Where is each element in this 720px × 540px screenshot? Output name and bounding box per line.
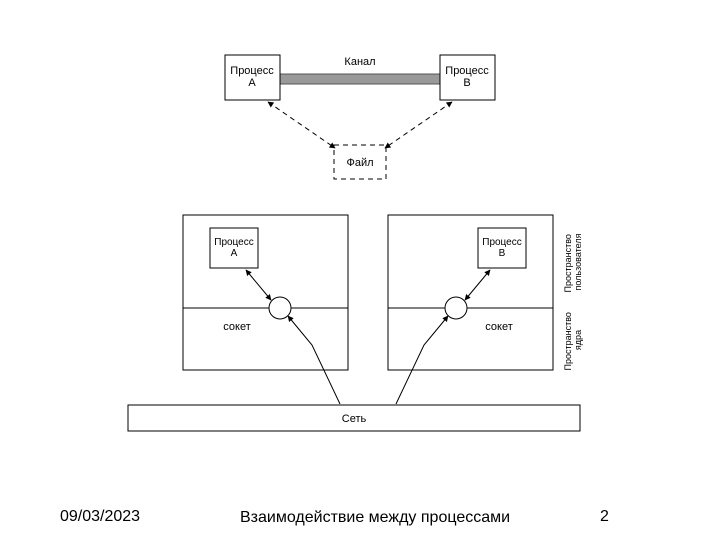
network-label: Сеть bbox=[342, 413, 367, 425]
host-a-box bbox=[183, 215, 348, 370]
socket-b bbox=[445, 297, 467, 319]
diagram-stage: Канал ПроцессA ПроцессB Файл ПроцессA Пр… bbox=[0, 0, 720, 540]
socket-b-label: сокет bbox=[485, 321, 512, 333]
socket-a bbox=[269, 297, 291, 319]
upper-diagram: Канал ПроцессA ПроцессB Файл bbox=[225, 55, 495, 179]
footer-title: Взаимодействие между процессами bbox=[240, 508, 580, 528]
lower-diagram: ПроцессA ПроцессB сокет сокет Сеть Прост… bbox=[128, 215, 583, 431]
diagram-svg: Канал ПроцессA ПроцессB Файл ПроцессA Пр… bbox=[0, 0, 720, 540]
kernelspace-label: Пространство ядра bbox=[563, 310, 583, 371]
footer-page: 2 bbox=[580, 508, 660, 528]
userspace-label: Пространство пользователя bbox=[563, 232, 583, 293]
footer-date: 09/03/2023 bbox=[60, 508, 240, 528]
file-label: Файл bbox=[346, 157, 373, 169]
host-b-box bbox=[388, 215, 553, 370]
socket-a-label: сокет bbox=[223, 321, 250, 333]
channel-bar bbox=[275, 74, 445, 84]
slide-footer: 09/03/2023 Взаимодействие между процесса… bbox=[60, 508, 660, 528]
file-proc-a-arrow bbox=[268, 102, 335, 148]
channel-label: Канал bbox=[344, 56, 375, 68]
file-proc-b-arrow bbox=[385, 102, 452, 148]
